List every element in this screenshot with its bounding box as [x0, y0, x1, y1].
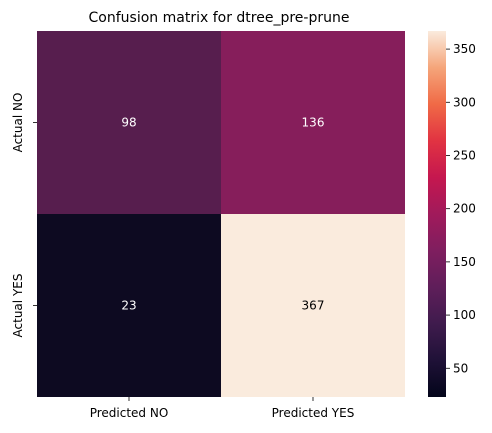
- cell-value-label: 23: [121, 299, 136, 313]
- colorbar-tick-label: 300: [453, 95, 476, 109]
- heatmap-cell: [37, 214, 221, 397]
- colorbar-tick-label: 150: [453, 255, 476, 269]
- x-axis: Predicted NO Predicted YES: [90, 397, 355, 420]
- cell-value-label: 136: [302, 116, 325, 130]
- cell-value-label: 98: [121, 116, 136, 130]
- heatmap-cell: [37, 31, 221, 214]
- y-tick-label: Actual NO: [11, 93, 25, 153]
- colorbar-tick-label: 250: [453, 148, 476, 162]
- heatmap-cell-labels: 98 136 23 367: [121, 116, 324, 313]
- heatmap-cell: [221, 31, 405, 214]
- y-tick-label: Actual YES: [11, 274, 25, 338]
- heatmap-cell: [221, 214, 405, 397]
- heatmap-cells: [37, 31, 405, 397]
- colorbar-tick-label: 200: [453, 202, 476, 216]
- colorbar-gradient: [428, 31, 446, 397]
- x-tick-label: Predicted NO: [90, 406, 169, 420]
- cell-value-label: 367: [302, 299, 325, 313]
- colorbar-tick-label: 100: [453, 308, 476, 322]
- chart-title: Confusion matrix for dtree_pre-prune: [89, 10, 350, 26]
- colorbar-tick-label: 350: [453, 42, 476, 56]
- x-tick-label: Predicted YES: [272, 406, 355, 420]
- colorbar: 50 100 150 200 250 300 350: [428, 31, 476, 397]
- y-axis: Actual NO Actual YES: [11, 93, 37, 338]
- colorbar-tick-label: 50: [453, 361, 468, 375]
